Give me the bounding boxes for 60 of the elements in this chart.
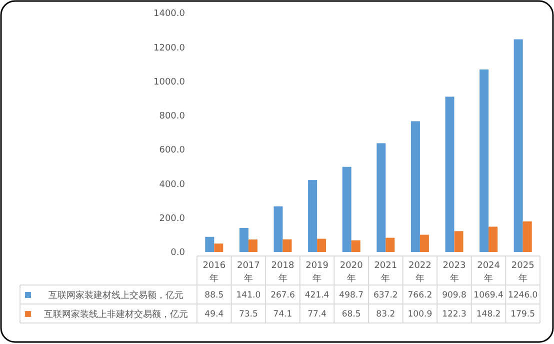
data-label: 88.5 bbox=[204, 290, 224, 300]
bar bbox=[351, 240, 360, 252]
x-tick-label: 2022年 bbox=[408, 261, 432, 284]
data-label: 74.1 bbox=[273, 309, 292, 320]
y-tick-label: 800.0 bbox=[159, 112, 186, 122]
x-tick-label: 2024年 bbox=[477, 261, 500, 284]
x-tick-label: 2017年 bbox=[236, 261, 260, 284]
bar bbox=[342, 166, 352, 252]
bar bbox=[205, 236, 214, 252]
data-label: 49.4 bbox=[204, 309, 224, 320]
x-tick-label: 2023年 bbox=[442, 261, 466, 284]
bar bbox=[514, 39, 523, 252]
data-label: 1246.0 bbox=[508, 290, 538, 300]
data-label: 73.5 bbox=[238, 309, 258, 320]
data-label: 179.5 bbox=[510, 309, 536, 320]
bar bbox=[214, 244, 224, 252]
data-label: 68.5 bbox=[342, 309, 361, 320]
bar bbox=[454, 231, 464, 252]
y-tick-label: 0.0 bbox=[170, 248, 186, 258]
x-tick-label: 2016年 bbox=[202, 261, 226, 284]
x-tick-label: 2021年 bbox=[374, 261, 398, 284]
data-label: 1069.4 bbox=[474, 290, 504, 300]
legend-label: 互联网家装建材线上交易额，亿元 bbox=[48, 290, 184, 301]
y-tick-label: 1400.0 bbox=[154, 9, 186, 20]
data-label: 421.4 bbox=[304, 290, 330, 300]
x-tick-label: 2019年 bbox=[306, 261, 329, 284]
data-label: 498.7 bbox=[339, 290, 364, 300]
data-label: 909.8 bbox=[442, 290, 466, 300]
bar bbox=[239, 228, 248, 252]
bar bbox=[248, 239, 258, 252]
bar bbox=[386, 238, 395, 252]
bar bbox=[480, 69, 489, 252]
y-tick-label: 1000.0 bbox=[154, 77, 186, 88]
data-label: 141.0 bbox=[236, 290, 261, 300]
bar bbox=[522, 221, 532, 252]
data-label: 637.2 bbox=[373, 290, 398, 300]
data-label: 77.4 bbox=[308, 309, 327, 320]
x-tick-label: 2018年 bbox=[271, 261, 294, 284]
legend-label: 互联网家装线上非建材交易额，亿元 bbox=[44, 309, 188, 320]
y-tick-label: 200.0 bbox=[159, 214, 186, 224]
data-label: 100.9 bbox=[408, 309, 432, 320]
bar bbox=[274, 206, 283, 252]
data-label: 148.2 bbox=[476, 309, 501, 320]
data-label: 122.3 bbox=[442, 309, 466, 320]
bar bbox=[445, 96, 454, 252]
data-label: 267.6 bbox=[270, 290, 295, 300]
bar bbox=[317, 238, 326, 252]
x-tick-label: 2020年 bbox=[340, 261, 364, 284]
y-tick-label: 1200.0 bbox=[154, 43, 186, 54]
bar bbox=[488, 226, 498, 252]
bar bbox=[308, 180, 318, 252]
x-tick-label: 2025年 bbox=[511, 261, 534, 284]
bar bbox=[410, 121, 420, 252]
bar bbox=[420, 234, 429, 252]
y-tick-label: 600.0 bbox=[159, 146, 186, 156]
bar bbox=[282, 239, 292, 252]
data-label: 766.2 bbox=[408, 290, 432, 300]
data-label: 83.2 bbox=[376, 309, 396, 320]
bar bbox=[376, 143, 386, 252]
y-tick-label: 400.0 bbox=[159, 180, 186, 190]
